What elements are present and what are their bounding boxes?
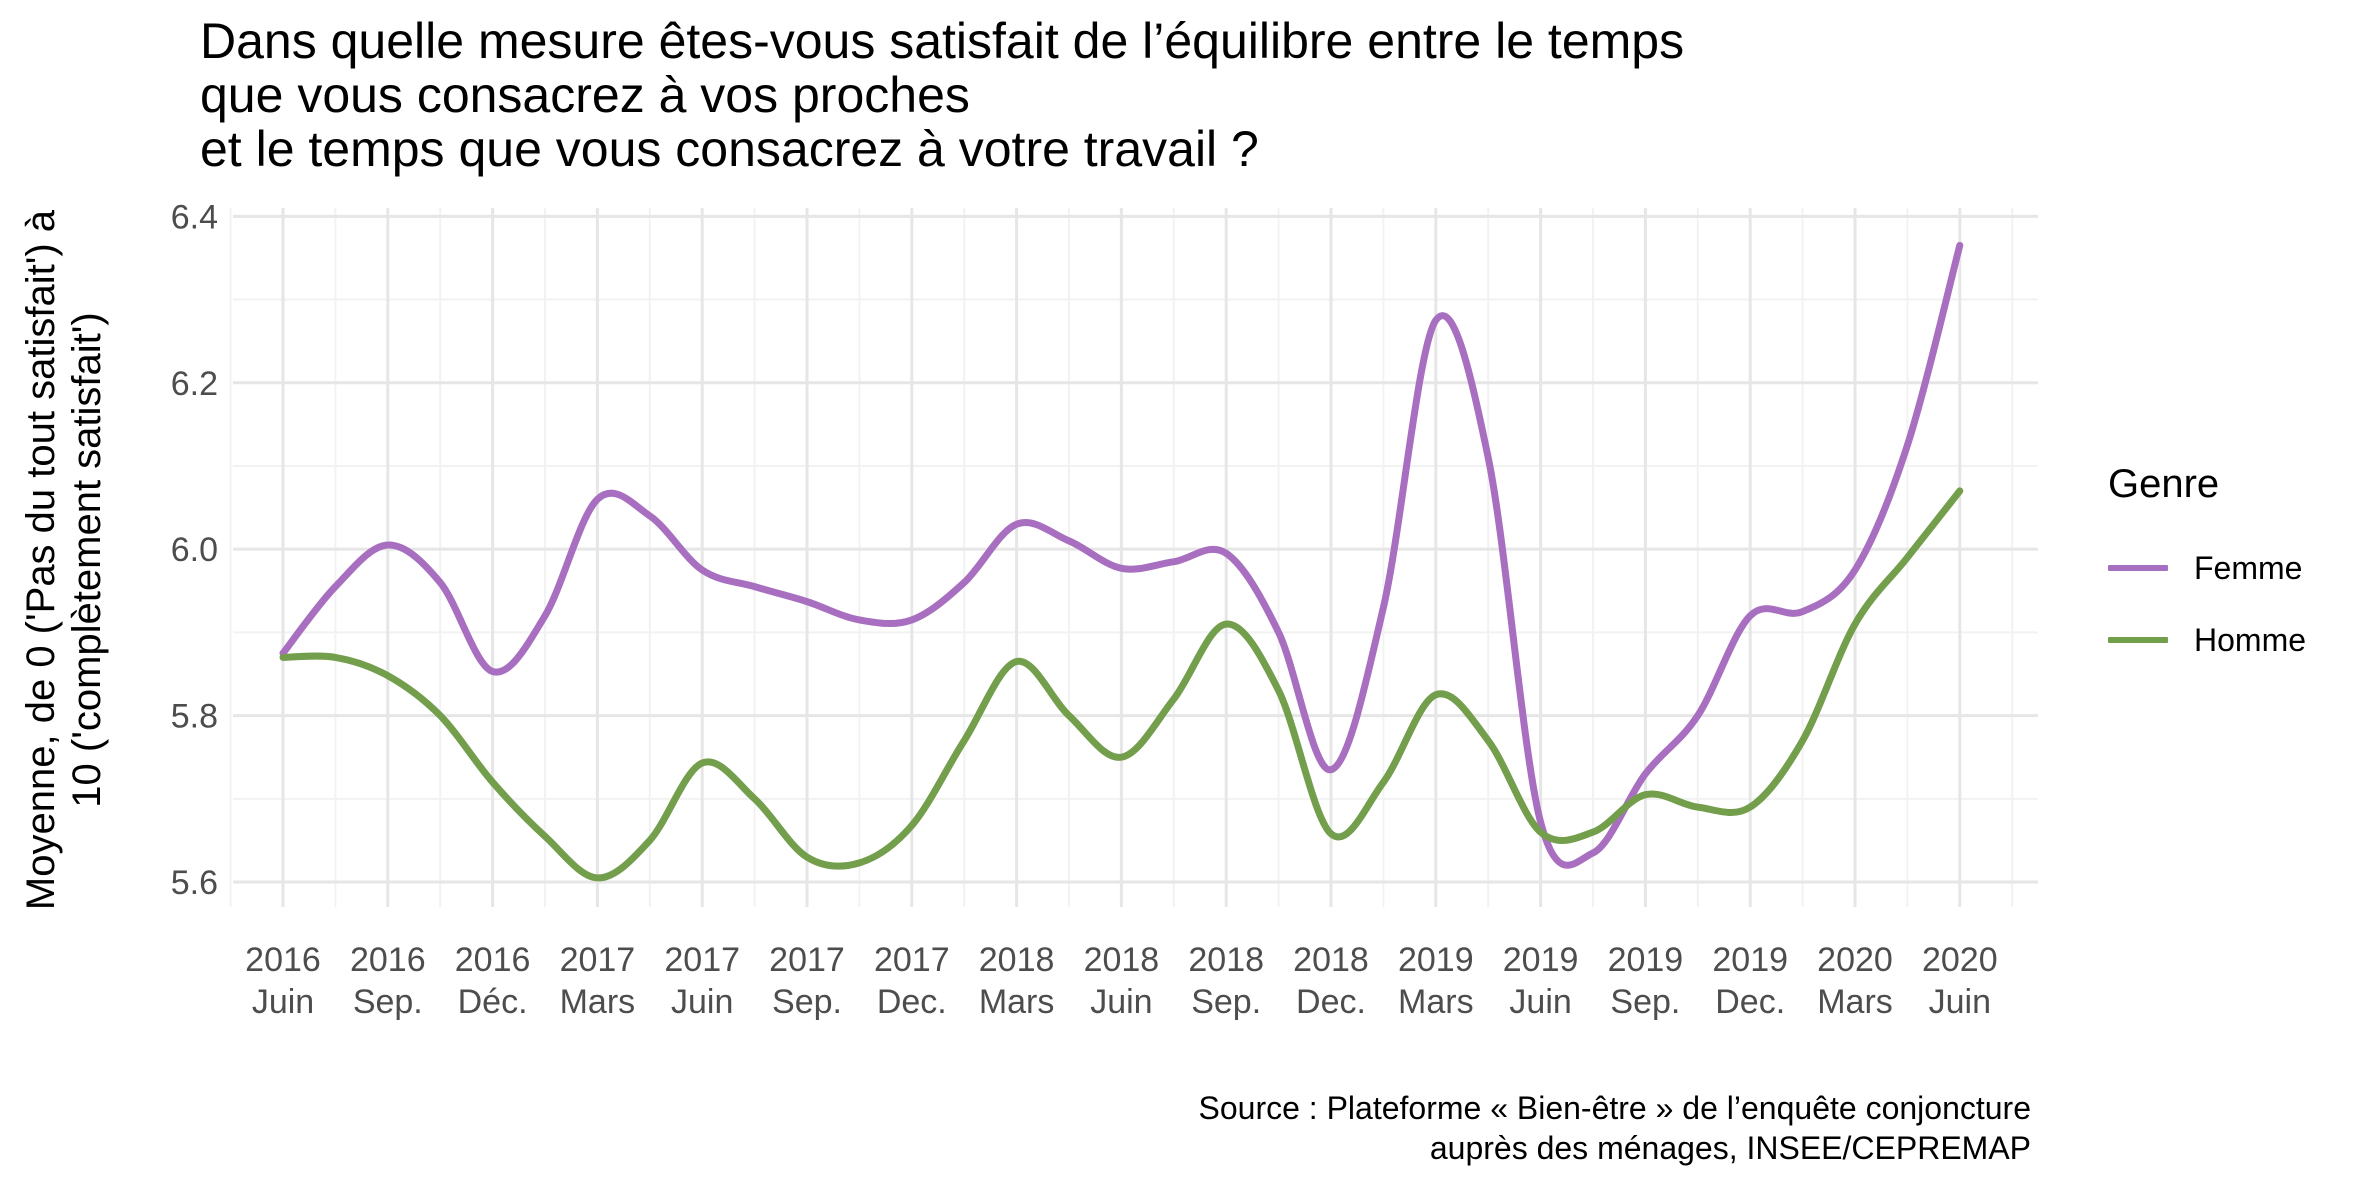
x-tick-label-year: 2018 — [979, 941, 1055, 979]
legend-key-homme — [2108, 637, 2168, 643]
x-tick-label-year: 2018 — [1293, 941, 1369, 979]
x-tick-label-month: Mars — [1817, 983, 1893, 1021]
y-tick-labels: 5.6 5.8 6.0 6.2 6.4 — [171, 198, 218, 902]
legend-item-homme: Homme — [2108, 620, 2306, 660]
x-tick-label-month: Juin — [1929, 983, 1991, 1021]
x-tick-label-month: Juin — [1090, 983, 1152, 1021]
x-tick-label-month: Juin — [252, 983, 314, 1021]
x-tick-label-year: 2019 — [1712, 941, 1788, 979]
chart-title: Dans quelle mesure êtes-vous satisfait d… — [200, 14, 1684, 176]
legend-item-femme: Femme — [2108, 548, 2302, 588]
series-lines — [279, 241, 1964, 882]
series-line-femme — [279, 241, 1964, 869]
x-tick-label-month: Mars — [979, 983, 1055, 1021]
x-tick-labels: 2016 Juin 2016 Sep. 2016 Déc. 2017 Mars 2017 Juin… — [245, 941, 1997, 1021]
x-tick-label-month: Sep. — [1610, 983, 1680, 1021]
x-tick-label-year: 2019 — [1503, 941, 1579, 979]
y-tick-label: 5.8 — [171, 698, 218, 736]
y-tick-label: 6.4 — [171, 198, 218, 236]
source-line-1: Source : Plateforme « Bien-être » de l’e… — [1198, 1090, 2032, 1126]
title-line-3: et le temps que vous consacrez à votre t… — [200, 121, 1259, 177]
x-tick-label-month: Dec. — [1296, 983, 1366, 1021]
x-tick-label-month: Sep. — [772, 983, 842, 1021]
x-tick-label-month: Déc. — [458, 983, 528, 1021]
x-tick-label-year: 2017 — [664, 941, 740, 979]
y-tick-label: 6.2 — [171, 365, 218, 403]
legend-label-homme: Homme — [2194, 621, 2307, 658]
x-tick-label-month: Juin — [671, 983, 733, 1021]
x-tick-label-month: Dec. — [877, 983, 947, 1021]
y-tick-label: 5.6 — [171, 864, 218, 902]
x-tick-label-month: Mars — [560, 983, 636, 1021]
x-tick-label-year: 2018 — [1084, 941, 1160, 979]
x-tick-label-year: 2020 — [1922, 941, 1998, 979]
y-tick-label: 6.0 — [171, 531, 218, 569]
x-tick-label-year: 2017 — [769, 941, 845, 979]
x-tick-label-month: Sep. — [1191, 983, 1261, 1021]
legend-title: Genre — [2108, 462, 2220, 506]
x-tick-label-year: 2017 — [560, 941, 636, 979]
source-line-2: auprès des ménages, INSEE/CEPREMAP — [1429, 1130, 2031, 1166]
grid-lines — [229, 208, 2038, 907]
x-tick-label-year: 2019 — [1398, 941, 1474, 979]
x-tick-label-year: 2016 — [350, 941, 426, 979]
series-line-homme — [279, 487, 1964, 882]
x-tick-label-year: 2020 — [1817, 941, 1893, 979]
x-tick-label-month: Mars — [1398, 983, 1474, 1021]
x-tick-label-year: 2016 — [455, 941, 531, 979]
x-tick-label-month: Dec. — [1715, 983, 1785, 1021]
legend-label-femme: Femme — [2194, 549, 2303, 586]
title-line-1: Dans quelle mesure êtes-vous satisfait d… — [200, 13, 1685, 69]
legend-key-femme — [2108, 565, 2168, 571]
x-tick-label-year: 2019 — [1608, 941, 1684, 979]
x-tick-label-month: Sep. — [353, 983, 423, 1021]
x-tick-label-month: Juin — [1509, 983, 1571, 1021]
title-line-2: que vous consacrez à vos proches — [200, 67, 970, 123]
x-tick-label-year: 2017 — [874, 941, 950, 979]
x-tick-label-year: 2016 — [245, 941, 321, 979]
x-tick-label-year: 2018 — [1188, 941, 1264, 979]
source-note: Source : Plateforme « Bien-être » de l’e… — [1199, 1088, 2032, 1168]
